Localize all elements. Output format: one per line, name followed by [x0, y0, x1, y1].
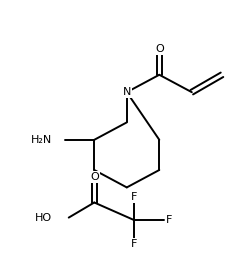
Text: O: O [90, 172, 99, 182]
Text: F: F [131, 239, 137, 249]
Text: H₂N: H₂N [31, 135, 52, 145]
Text: F: F [165, 215, 172, 225]
Text: O: O [155, 44, 164, 54]
Text: F: F [131, 192, 137, 202]
Text: HO: HO [35, 213, 52, 223]
Text: N: N [123, 87, 131, 97]
